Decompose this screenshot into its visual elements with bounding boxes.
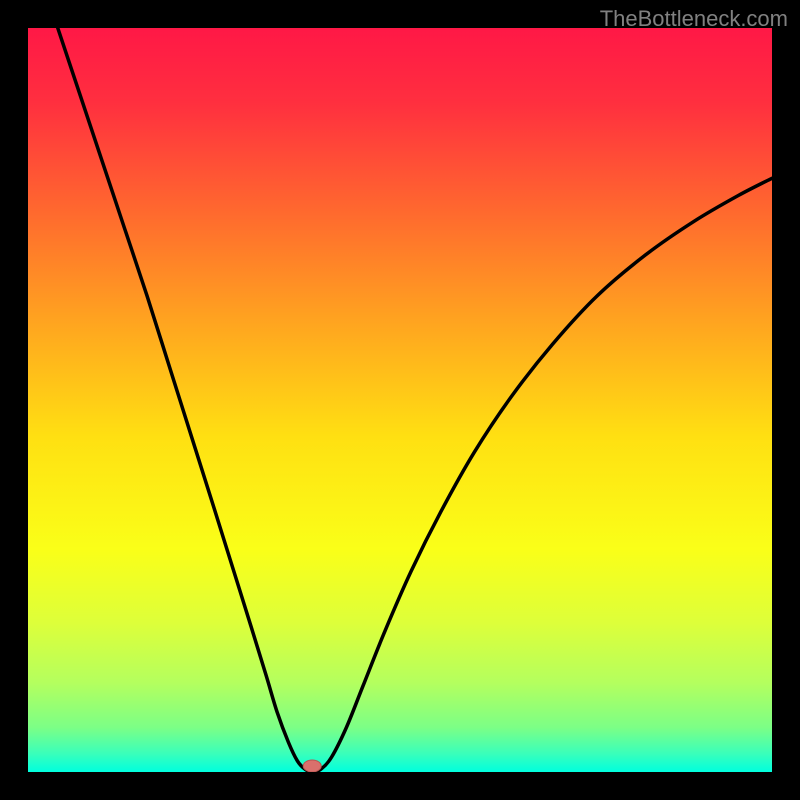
chart-svg — [28, 28, 772, 772]
watermark-text: TheBottleneck.com — [600, 6, 788, 32]
plot-area — [28, 28, 772, 772]
optimal-point-marker — [303, 760, 321, 772]
gradient-background — [28, 28, 772, 772]
